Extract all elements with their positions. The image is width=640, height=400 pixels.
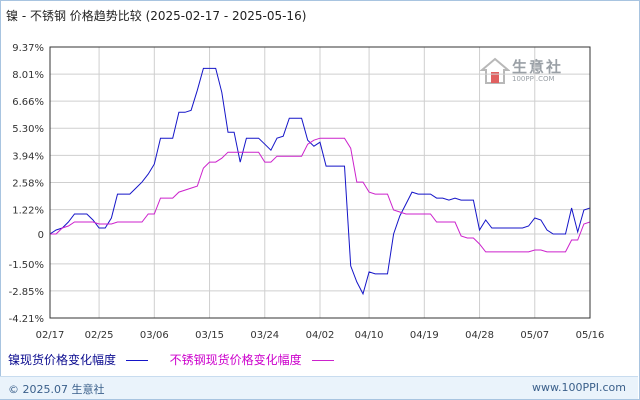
series-line-nickel	[50, 67, 590, 296]
x-tick-label: 04/10	[355, 330, 384, 341]
series-lines	[50, 67, 590, 296]
legend-label-nickel: 镍现货价格变化幅度	[8, 353, 117, 367]
x-tick-label: 03/06	[140, 330, 169, 341]
chart-title: 镍 - 不锈钢 价格趋势比较 (2025-02-17 - 2025-05-16)	[6, 9, 307, 23]
x-tick-label: 02/25	[85, 330, 114, 341]
x-tick-label: 03/24	[250, 330, 279, 341]
x-tick-label: 05/07	[520, 330, 549, 341]
y-tick-label: -4.21%	[9, 314, 44, 325]
y-tick-label: 8.01%	[12, 70, 44, 81]
legend-swatch-stainless	[311, 360, 334, 361]
x-tick-label: 05/16	[576, 330, 605, 341]
copyright-text: © 2025.07 生意社	[8, 383, 105, 396]
x-tick-label: 03/15	[195, 330, 224, 341]
x-axis: 02/17 02/25 03/06 03/15 03/24 04/02 04/10 04/19…	[36, 330, 605, 341]
watermark: 生意社 100PPI.COM	[479, 56, 580, 92]
y-tick-label: 6.66%	[12, 97, 44, 108]
y-tick-label: 3.94%	[12, 151, 44, 162]
legend-swatch-nickel	[125, 360, 148, 361]
x-tick-label: 02/17	[36, 330, 65, 341]
legend-item-nickel: 镍现货价格变化幅度	[8, 351, 148, 368]
x-tick-label: 04/19	[410, 330, 439, 341]
x-tick-label: 04/02	[306, 330, 335, 341]
series-line-stainless	[50, 137, 590, 253]
y-tick-label: 5.30%	[12, 124, 44, 135]
watermark-url: 100PPI.COM	[512, 75, 555, 83]
y-tick-label: 2.58%	[12, 179, 44, 190]
y-tick-label: -2.85%	[9, 287, 44, 298]
legend-label-stainless: 不锈钢现货价格变化幅度	[169, 353, 302, 367]
y-tick-label: 9.37%	[12, 43, 44, 54]
y-tick-label: -1.50%	[9, 260, 44, 271]
y-tick-label: 1.22%	[12, 206, 44, 217]
y-axis: 9.37% 8.01% 6.66% 5.30% 3.94% 2.58% 1.22% 0 -1.5…	[9, 43, 44, 325]
grid	[49, 46, 591, 319]
watermark-text: 生意社	[512, 58, 564, 76]
footer: © 2025.07 生意社 www.100PPI.com	[0, 376, 638, 399]
legend-item-stainless: 不锈钢现货价格变化幅度	[170, 351, 334, 368]
watermark-house-icon	[479, 57, 511, 84]
x-tick-label: 04/28	[465, 330, 494, 341]
y-tick-label: 0	[38, 230, 44, 241]
legend: 镍现货价格变化幅度 不锈钢现货价格变化幅度	[8, 351, 352, 368]
site-link[interactable]: www.100PPI.com	[532, 381, 626, 394]
plot-border	[49, 46, 591, 319]
